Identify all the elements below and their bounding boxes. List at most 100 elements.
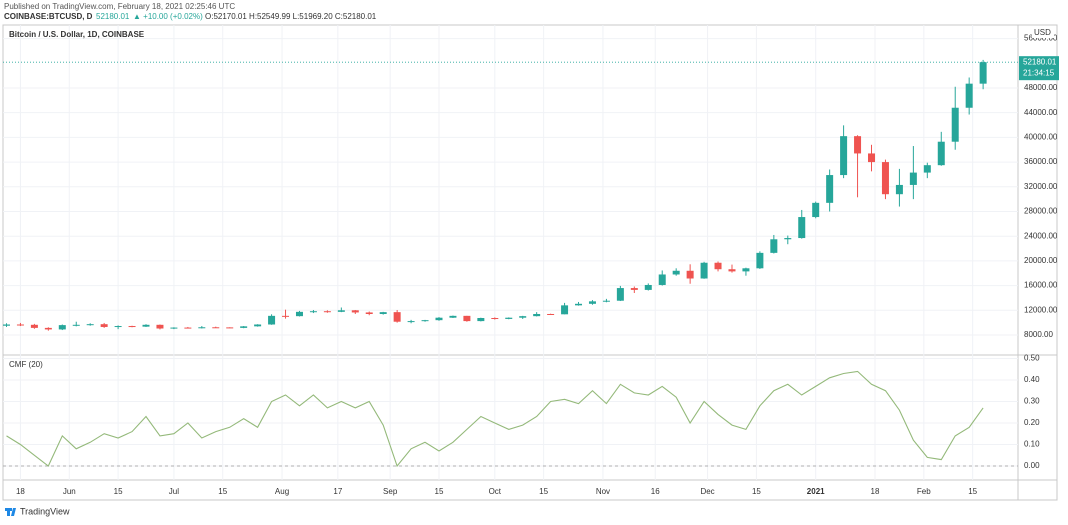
x-tick-label: 17 — [333, 487, 342, 496]
y-tick-label: 36000.00 — [1024, 157, 1058, 166]
candle-body — [44, 327, 52, 330]
candle-body — [714, 262, 722, 270]
candle-body — [965, 83, 973, 108]
candle-body — [575, 303, 583, 306]
y-tick-label: 32000.00 — [1024, 182, 1058, 191]
x-tick-label: Dec — [700, 487, 714, 496]
candle-body — [672, 270, 680, 275]
candle-body — [184, 327, 192, 329]
y-tick-label: 0.10 — [1024, 440, 1040, 449]
x-tick-label: 18 — [16, 487, 25, 496]
candle-body — [407, 321, 415, 323]
candle-body — [533, 313, 541, 317]
y-tick-label: 12000.00 — [1024, 305, 1058, 314]
candle-body — [128, 326, 136, 328]
y-tick-label: 56000.00 — [1024, 34, 1058, 43]
x-tick-label: 15 — [435, 487, 444, 496]
x-tick-label: 2021 — [807, 487, 825, 496]
candle-body — [393, 312, 401, 322]
x-tick-label: 15 — [218, 487, 227, 496]
x-tick-label: Jun — [63, 487, 76, 496]
candle-body — [784, 238, 792, 240]
candle-body — [435, 317, 443, 321]
pane-title: Bitcoin / U.S. Dollar, 1D, COINBASE — [9, 30, 145, 39]
candle-body — [630, 288, 638, 290]
candle-body — [86, 324, 94, 326]
candle-body — [254, 324, 262, 327]
candle-body — [282, 315, 290, 317]
candle-body — [16, 324, 24, 326]
y-tick-label: 0.50 — [1024, 354, 1040, 363]
published-note: Published on TradingView.com, February 1… — [4, 2, 235, 11]
candle-body — [323, 311, 331, 313]
grid — [3, 25, 1018, 480]
candle-body — [226, 327, 234, 329]
candle-body — [170, 327, 178, 329]
currency: USD — [1034, 28, 1051, 37]
candle-body — [895, 184, 903, 195]
candle-body — [909, 172, 917, 185]
x-tick-label: Aug — [275, 487, 289, 496]
candle-body — [309, 311, 317, 313]
candle-body — [588, 301, 596, 304]
candle-body — [728, 269, 736, 272]
candle-body — [686, 270, 694, 279]
candle-body — [519, 316, 527, 318]
candle-body — [72, 324, 80, 326]
candle-body — [826, 175, 834, 203]
candle-body — [812, 202, 820, 218]
y-tick-label: 0.30 — [1024, 397, 1040, 406]
candle-body — [379, 312, 387, 314]
candle-body — [854, 136, 862, 154]
candle-body — [840, 136, 848, 176]
x-tick-label: 15 — [539, 487, 548, 496]
candle-body — [937, 141, 945, 166]
y-tick-label: 0.20 — [1024, 418, 1040, 427]
footer-logo — [5, 508, 16, 516]
x-tick-label: Sep — [383, 487, 398, 496]
price: 52180.01 — [96, 12, 130, 21]
last-price-label: 52180.01 — [1023, 57, 1057, 66]
candle-body — [798, 217, 806, 239]
candle-body — [756, 252, 764, 269]
x-tick-label: 18 — [871, 487, 880, 496]
candle-body — [198, 327, 206, 329]
x-tick-label: 16 — [651, 487, 660, 496]
pane-title: CMF (20) — [9, 360, 43, 369]
y-tick-label: 0.00 — [1024, 461, 1040, 470]
footer-brand: TradingView — [20, 506, 70, 516]
candle-body — [421, 320, 429, 322]
candle-body — [268, 315, 276, 325]
x-tick-label: 15 — [968, 487, 977, 496]
cmf-line — [6, 370, 984, 468]
candle-body — [742, 268, 750, 272]
candle-body — [658, 274, 666, 285]
candle-body — [868, 153, 876, 163]
ohlc: O:52170.01 H:52549.99 L:51969.20 C:52180… — [205, 12, 377, 21]
candle-body — [477, 318, 485, 322]
y-tick-label: 48000.00 — [1024, 83, 1058, 92]
candle-body — [365, 312, 373, 314]
candle-body — [100, 324, 108, 327]
candle-body — [505, 317, 513, 319]
candle-body — [644, 284, 652, 290]
candle-body — [337, 310, 345, 312]
y-tick-label: 44000.00 — [1024, 108, 1058, 117]
currency-box — [1032, 28, 1054, 38]
candle-body — [2, 324, 10, 326]
candle-body — [602, 300, 610, 302]
candle-body — [351, 310, 359, 313]
change: ▲ +10.00 (+0.02%) — [133, 12, 203, 21]
candle-body — [770, 239, 778, 253]
candle-body — [700, 262, 708, 279]
candle-body — [295, 311, 303, 317]
last-price-box — [1019, 56, 1059, 81]
candle-body — [463, 315, 471, 322]
candle-body — [114, 326, 122, 328]
x-tick-label: Nov — [596, 487, 610, 496]
candle-body — [979, 62, 987, 84]
candle-body — [156, 324, 164, 329]
candle-body — [491, 318, 499, 320]
